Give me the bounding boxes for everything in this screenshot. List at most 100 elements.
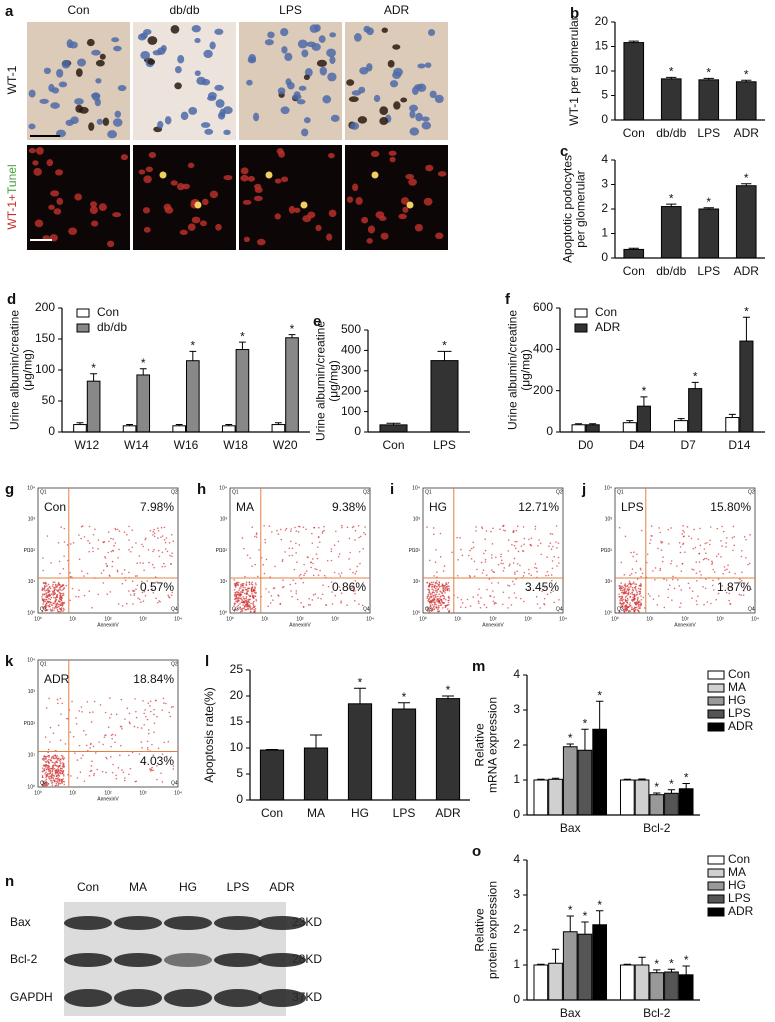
event-dot: [484, 538, 487, 540]
event-dot: [78, 744, 81, 747]
significance: *: [290, 322, 295, 336]
event-dot: [276, 529, 278, 532]
event-dot: [100, 572, 103, 575]
event-dot: [733, 544, 736, 547]
band: [258, 953, 306, 967]
event-dot: [251, 526, 254, 528]
quadrant-label: Q3: [232, 606, 239, 612]
event-dot: [251, 565, 253, 567]
event-dot: [330, 581, 333, 583]
event-dot: [530, 537, 533, 540]
event-dot: [750, 588, 752, 591]
event-dot: [54, 764, 57, 767]
significance: *: [240, 329, 245, 343]
event-dot: [156, 778, 158, 781]
nucleus: [117, 85, 127, 92]
event-dot: [621, 605, 624, 607]
event-dot: [635, 590, 638, 592]
event-dot: [622, 598, 625, 601]
y-tick-label: 10¹: [220, 579, 228, 585]
event-dot: [171, 591, 174, 594]
event-dot: [658, 527, 660, 529]
event-dot: [352, 525, 355, 528]
event-dot: [62, 588, 65, 591]
y-tick-label: 2: [513, 922, 520, 936]
y-tick-label: 1: [513, 957, 520, 971]
error-bar: [595, 700, 604, 730]
event-dot: [731, 536, 734, 539]
event-dot: [65, 584, 68, 587]
event-dot: [242, 596, 244, 598]
error-bar: [677, 418, 685, 421]
event-dot: [59, 762, 62, 765]
event-dot: [534, 525, 537, 528]
event-dot: [311, 599, 314, 601]
event-dot: [63, 527, 66, 530]
error-bar: [397, 702, 411, 709]
event-dot: [245, 605, 248, 608]
x-tick-label: Con: [261, 806, 283, 820]
event-dot: [97, 539, 100, 541]
significance: *: [693, 370, 698, 384]
nucleus-red: [437, 171, 447, 177]
event-dot: [619, 599, 621, 602]
event-dot: [234, 592, 237, 594]
event-dot: [632, 582, 634, 585]
event-dot: [158, 600, 160, 602]
event-dot: [245, 583, 248, 585]
event-dot: [429, 605, 432, 607]
event-dot: [628, 588, 630, 591]
event-dot: [427, 593, 429, 596]
event-dot: [50, 609, 52, 612]
nucleus: [306, 41, 316, 48]
event-dot: [432, 533, 435, 536]
event-dot: [479, 606, 482, 609]
event-dot: [60, 604, 62, 607]
error-bar: [623, 778, 632, 780]
y-axis-label: per glomerular: [574, 170, 588, 247]
nucleus: [140, 51, 151, 60]
event-dot: [48, 585, 51, 588]
event-dot: [742, 594, 745, 596]
event-dot: [536, 603, 539, 605]
event-dot: [57, 610, 60, 613]
nucleus-red: [408, 178, 417, 186]
event-dot: [639, 601, 641, 604]
event-dot: [297, 531, 300, 533]
y-tick-label: 3: [513, 887, 520, 901]
event-dot: [152, 769, 154, 772]
event-dot: [709, 539, 711, 542]
event-dot: [639, 588, 642, 590]
event-dot: [47, 765, 49, 767]
event-dot: [636, 578, 639, 580]
event-dot: [155, 699, 157, 702]
nucleus: [357, 116, 368, 124]
event-dot: [45, 781, 48, 784]
event-dot: [444, 589, 446, 592]
event-dot: [63, 780, 66, 783]
nucleus: [330, 114, 340, 122]
event-dot: [53, 780, 56, 783]
nucleus: [74, 98, 84, 105]
event-dot: [515, 578, 517, 580]
event-dot: [705, 578, 707, 581]
panel-label: d: [7, 291, 16, 308]
event-dot: [704, 542, 706, 545]
event-dot: [632, 600, 634, 602]
y-tick-label: 10: [230, 740, 244, 754]
significance: *: [669, 191, 674, 205]
event-dot: [46, 595, 49, 597]
event-dot: [537, 544, 539, 547]
event-dot: [727, 564, 729, 566]
event-dot: [429, 601, 431, 603]
event-dot: [241, 607, 244, 610]
y-axis-label: PI: [409, 548, 414, 554]
event-dot: [431, 603, 434, 606]
event-dot: [711, 584, 714, 587]
event-dot: [153, 722, 156, 724]
event-dot: [143, 712, 145, 715]
event-dot: [245, 599, 248, 601]
event-dot: [88, 525, 91, 528]
event-dot: [169, 715, 172, 718]
event-dot: [238, 589, 240, 591]
